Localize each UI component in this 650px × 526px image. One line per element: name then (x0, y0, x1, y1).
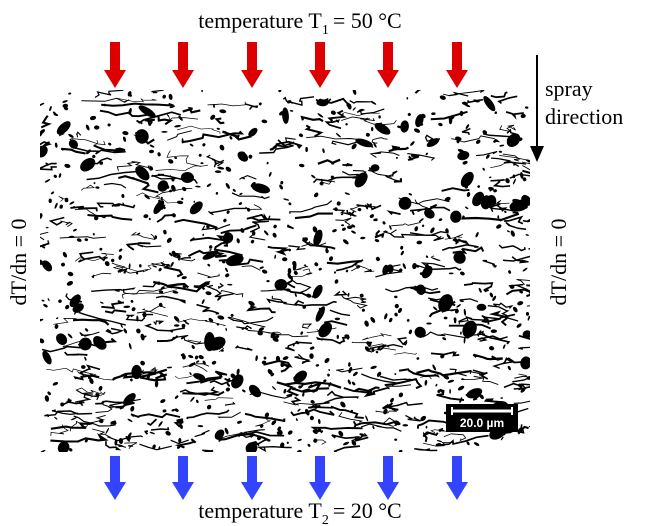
heat-arrow (241, 42, 263, 88)
pore (426, 323, 431, 325)
pore (131, 365, 141, 379)
pore (174, 324, 179, 327)
pore (49, 199, 52, 204)
pore (444, 317, 448, 320)
heat-arrow (172, 456, 194, 500)
heat-arrow (446, 456, 468, 500)
heat-arrow (309, 456, 331, 500)
heat-arrow (446, 42, 468, 88)
heat-arrow (241, 456, 263, 500)
pore (371, 127, 373, 131)
scale-bar-label: 20.0 µm (460, 416, 504, 430)
pore (204, 332, 215, 351)
crack (529, 422, 549, 429)
pore (222, 260, 226, 264)
pore (161, 131, 167, 133)
heat-arrow (309, 42, 331, 88)
page: {"top_label": {"prefix": "temperature T"… (0, 0, 650, 526)
top-label: temperature T1= 50 °C (198, 8, 401, 38)
heat-arrow (377, 456, 399, 500)
pore (305, 147, 308, 152)
spray-arrow-head (530, 146, 544, 162)
bottom-label: temperature T2= 20 °C (198, 498, 401, 526)
spray-label: direction (545, 104, 623, 129)
pore (497, 215, 499, 218)
heat-arrow (104, 456, 126, 500)
spray-label: spray (545, 76, 593, 101)
pore (449, 273, 454, 275)
heat-arrow (104, 42, 126, 88)
left-boundary: dT/dn = 0 (6, 219, 31, 306)
heat-arrow (172, 42, 194, 88)
pore (194, 201, 196, 203)
right-boundary: dT/dn = 0 (546, 219, 571, 306)
heat-arrow (377, 42, 399, 88)
figure: temperature T1= 50 °C 20.0 µm spray dire… (0, 0, 650, 526)
pore (449, 389, 451, 394)
